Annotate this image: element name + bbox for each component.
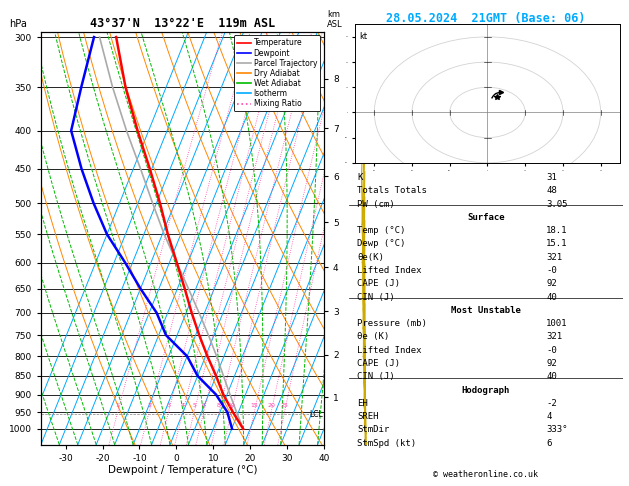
Text: Hodograph: Hodograph <box>462 385 510 395</box>
Text: Most Unstable: Most Unstable <box>451 306 521 315</box>
Text: CIN (J): CIN (J) <box>357 372 395 381</box>
Text: 5: 5 <box>192 403 196 408</box>
Text: Lifted Index: Lifted Index <box>357 266 422 275</box>
Text: -0: -0 <box>546 346 557 355</box>
Text: θe(K): θe(K) <box>357 253 384 261</box>
Text: 15: 15 <box>250 403 258 408</box>
Text: hPa: hPa <box>9 19 27 29</box>
Text: 92: 92 <box>546 279 557 288</box>
Text: 4: 4 <box>546 412 552 421</box>
Text: -0: -0 <box>546 266 557 275</box>
Text: K: K <box>357 173 363 182</box>
Text: Lifted Index: Lifted Index <box>357 346 422 355</box>
Text: 40: 40 <box>546 293 557 301</box>
Text: Pressure (mb): Pressure (mb) <box>357 319 427 328</box>
Text: 321: 321 <box>546 332 562 341</box>
Text: 333°: 333° <box>546 425 567 434</box>
Text: 15.1: 15.1 <box>546 240 567 248</box>
Text: 40: 40 <box>546 372 557 381</box>
Text: 48: 48 <box>546 186 557 195</box>
Text: 28.05.2024  21GMT (Base: 06): 28.05.2024 21GMT (Base: 06) <box>386 12 586 25</box>
Text: θe (K): θe (K) <box>357 332 389 341</box>
Text: SREH: SREH <box>357 412 379 421</box>
X-axis label: Dewpoint / Temperature (°C): Dewpoint / Temperature (°C) <box>108 466 257 475</box>
Text: 18.1: 18.1 <box>546 226 567 235</box>
Text: Surface: Surface <box>467 213 504 222</box>
Title: 43°37'N  13°22'E  119m ASL: 43°37'N 13°22'E 119m ASL <box>90 17 275 31</box>
Text: 20: 20 <box>267 403 275 408</box>
Text: 2: 2 <box>147 403 151 408</box>
Text: 1001: 1001 <box>546 319 567 328</box>
Text: kt: kt <box>359 32 367 41</box>
Text: PW (cm): PW (cm) <box>357 200 395 208</box>
Text: Dewp (°C): Dewp (°C) <box>357 240 406 248</box>
Text: 31: 31 <box>546 173 557 182</box>
Text: 6: 6 <box>202 403 206 408</box>
Text: CAPE (J): CAPE (J) <box>357 279 400 288</box>
Text: EH: EH <box>357 399 368 408</box>
Legend: Temperature, Dewpoint, Parcel Trajectory, Dry Adiabat, Wet Adiabat, Isotherm, Mi: Temperature, Dewpoint, Parcel Trajectory… <box>234 35 320 111</box>
Text: 3.05: 3.05 <box>546 200 567 208</box>
Text: LCL: LCL <box>309 410 323 418</box>
Text: Temp (°C): Temp (°C) <box>357 226 406 235</box>
Text: km
ASL: km ASL <box>327 10 343 29</box>
Text: 10: 10 <box>228 403 235 408</box>
Text: 321: 321 <box>546 253 562 261</box>
Text: 4: 4 <box>181 403 185 408</box>
Text: -2: -2 <box>546 399 557 408</box>
Text: CAPE (J): CAPE (J) <box>357 359 400 368</box>
Text: 6: 6 <box>546 439 552 448</box>
Text: Totals Totals: Totals Totals <box>357 186 427 195</box>
Text: © weatheronline.co.uk: © weatheronline.co.uk <box>433 469 538 479</box>
Text: 1: 1 <box>116 403 120 408</box>
Text: StmDir: StmDir <box>357 425 389 434</box>
Text: CIN (J): CIN (J) <box>357 293 395 301</box>
Text: 25: 25 <box>281 403 289 408</box>
Text: 3: 3 <box>167 403 170 408</box>
Text: StmSpd (kt): StmSpd (kt) <box>357 439 416 448</box>
Text: 8: 8 <box>217 403 221 408</box>
Text: 92: 92 <box>546 359 557 368</box>
